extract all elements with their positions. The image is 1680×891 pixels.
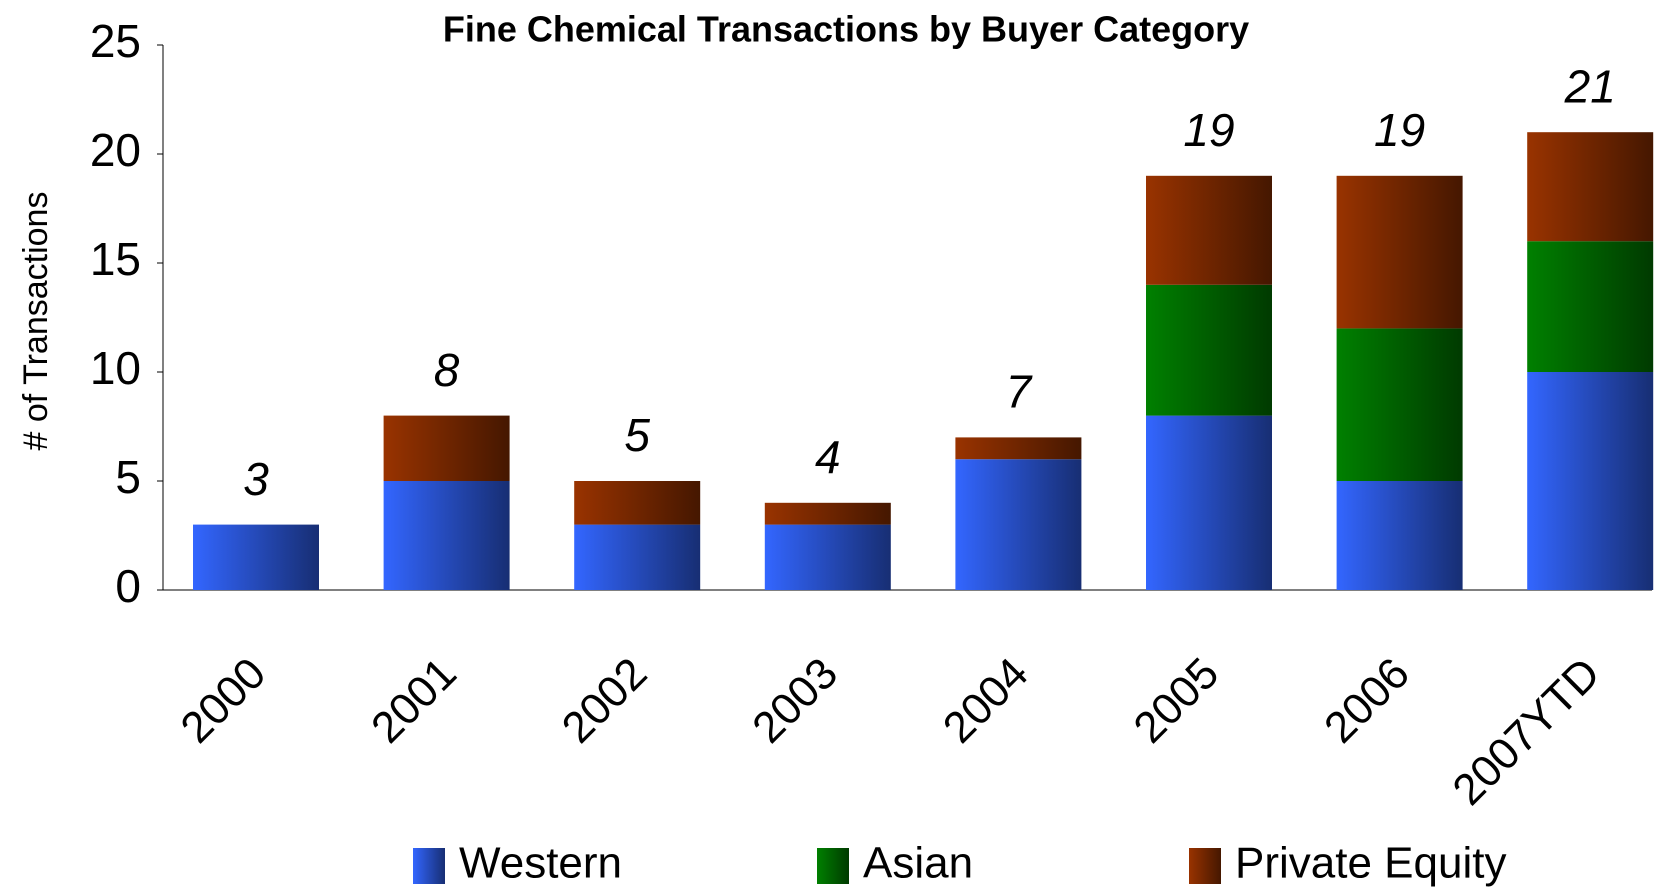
bar-segment — [1527, 241, 1654, 372]
total-label: 4 — [815, 431, 841, 483]
bar-segment — [1146, 284, 1272, 416]
bar-segment — [383, 481, 510, 590]
bar-segment — [1146, 175, 1272, 285]
x-tick-label: 2005 — [1124, 649, 1228, 753]
legend-label: Asian — [863, 839, 973, 888]
x-tick-label: 2003 — [743, 649, 847, 753]
legend-label: Private Equity — [1235, 839, 1506, 888]
x-tick-label: 2007YTD — [1443, 649, 1609, 815]
y-tick-label: 20 — [90, 124, 141, 176]
bar-segment — [574, 481, 701, 525]
total-label: 21 — [1564, 60, 1616, 112]
bar-segment — [764, 502, 891, 525]
y-tick-label: 10 — [90, 342, 141, 394]
x-tick-label: 2002 — [553, 649, 657, 753]
y-axis-title: # of Transactions — [17, 192, 55, 451]
x-tick-label: 2006 — [1315, 649, 1419, 753]
y-tick-label: 15 — [90, 233, 141, 285]
total-label: 7 — [1006, 366, 1033, 418]
y-tick-label: 5 — [115, 451, 141, 503]
bar-segment — [955, 459, 1082, 590]
legend-swatch — [413, 848, 445, 884]
y-tick-label: 25 — [90, 15, 141, 67]
bar-segment — [193, 524, 319, 590]
x-tick-label: 2000 — [171, 649, 275, 753]
bar-segment — [574, 524, 701, 590]
bar-segment — [1336, 175, 1463, 329]
bar-segment — [1146, 415, 1272, 590]
total-label: 19 — [1374, 104, 1425, 156]
x-tick-label: 2004 — [934, 649, 1038, 753]
bar-segment — [1336, 481, 1463, 590]
legend-label: Western — [459, 839, 622, 888]
total-label: 19 — [1183, 104, 1234, 156]
bar-segment — [1336, 328, 1463, 481]
chart-title: Fine Chemical Transactions by Buyer Cate… — [443, 9, 1249, 50]
bar-segment — [764, 524, 891, 590]
y-tick-label: 0 — [115, 560, 141, 612]
bar-segment — [1527, 372, 1654, 590]
total-label: 3 — [243, 453, 269, 505]
x-tick-label: 2001 — [362, 649, 466, 753]
bar-segment — [1527, 132, 1654, 242]
total-label: 8 — [434, 344, 460, 396]
bar-segment — [955, 437, 1082, 460]
legend-swatch — [817, 848, 849, 884]
bar-segment — [383, 415, 510, 481]
total-label: 5 — [624, 409, 650, 461]
legend-swatch — [1189, 848, 1221, 884]
